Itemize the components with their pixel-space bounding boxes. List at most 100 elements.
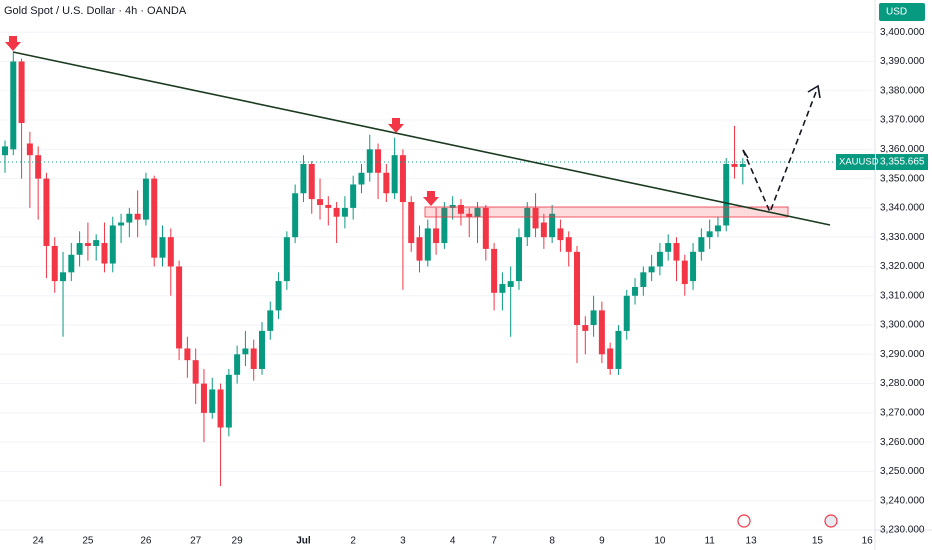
candle-body [557, 228, 564, 241]
candle-body [714, 225, 721, 232]
x-tick-label: 2 [350, 536, 356, 547]
candle-body [250, 348, 257, 369]
x-tick-label: 8 [549, 536, 555, 547]
candle-body [18, 61, 25, 123]
y-tick-label: 3,310.000 [880, 290, 925, 301]
candle-body [93, 240, 100, 246]
candle-body [176, 266, 183, 349]
candle-body [142, 178, 149, 220]
y-tick-label: 3,250.000 [880, 466, 925, 477]
candle-body [731, 163, 738, 167]
candle-body [76, 243, 83, 255]
candle-body [399, 155, 406, 203]
candle-body [375, 149, 382, 173]
candle-body [317, 199, 324, 205]
x-tick-label: 3 [400, 536, 406, 547]
candle-body [43, 178, 50, 246]
candle-body [449, 204, 456, 208]
candle-body [134, 213, 141, 220]
trendline [12, 51, 831, 226]
candle-body [391, 155, 398, 194]
y-tick-label: 3,270.000 [880, 408, 925, 419]
candle-body [341, 207, 348, 217]
x-tick-label: 24 [33, 536, 45, 547]
y-tick-label: 3,300.000 [880, 320, 925, 331]
candle-body [640, 272, 647, 287]
candle-body [242, 348, 249, 355]
candle-body [283, 237, 290, 282]
candle-body [441, 207, 448, 244]
x-tick-label: 29 [232, 536, 244, 547]
candle-body [350, 184, 357, 208]
y-tick-label: 3,340.000 [880, 203, 925, 214]
y-tick-label: 3,260.000 [880, 437, 925, 448]
x-tick-label: 10 [654, 536, 666, 547]
candle-body [507, 281, 514, 287]
price-tag-value: 3,355.665 [880, 157, 925, 168]
candle-body [690, 251, 697, 282]
candle-body [60, 272, 67, 282]
y-tick-label: 3,370.000 [880, 115, 925, 126]
symbol-tag-name: XAUUSD [839, 157, 879, 168]
candle-body [408, 202, 415, 244]
candle-body [51, 245, 58, 282]
y-tick-label: 3,350.000 [880, 173, 925, 184]
candle-body [681, 260, 688, 285]
x-tick-label: 11 [704, 536, 715, 547]
candle-body [358, 172, 365, 185]
candle-body [582, 325, 589, 331]
candle-body [192, 360, 199, 384]
candle-body [300, 163, 307, 194]
candle-body [499, 284, 506, 293]
price-tag [876, 154, 928, 171]
candle-body [549, 213, 556, 238]
candle-body [167, 237, 174, 267]
symbol-tag [836, 154, 875, 171]
event-icon[interactable] [824, 514, 838, 528]
y-tick-label: 3,230.000 [880, 525, 925, 536]
candle-body [84, 243, 91, 246]
candle-body [590, 310, 597, 326]
candle-body [632, 286, 639, 296]
candle-body [118, 222, 125, 226]
candle-body [292, 193, 299, 238]
marker-arrow [5, 36, 21, 51]
currency-badge[interactable] [879, 3, 925, 21]
candle-body [433, 228, 440, 244]
candle-body [623, 295, 630, 331]
y-tick-label: 3,280.000 [880, 378, 925, 389]
candle-body [648, 266, 655, 273]
projection-tick [742, 149, 749, 159]
candle-body [26, 143, 33, 156]
candle-body [532, 207, 539, 229]
candle-body [308, 163, 315, 200]
y-tick-label: 3,400.000 [880, 27, 925, 38]
candle-body [615, 330, 622, 369]
candle-body [665, 243, 672, 252]
candle-body [10, 61, 17, 150]
event-icon[interactable] [737, 514, 751, 528]
y-tick-label: 3,240.000 [880, 495, 925, 506]
candle-body [35, 155, 42, 179]
currency-label: USD [886, 7, 907, 18]
candle-body [565, 237, 572, 252]
y-tick-label: 3,290.000 [880, 349, 925, 360]
x-tick-label: 26 [140, 536, 152, 547]
candle-body [540, 222, 547, 238]
y-tick-label: 3,320.000 [880, 261, 925, 272]
candle-body [68, 254, 75, 273]
candle-body [457, 204, 464, 214]
candle-body [723, 163, 730, 226]
candle-body [574, 251, 581, 326]
x-tick-label: 27 [190, 536, 202, 547]
candle-body [267, 310, 274, 331]
candle-body [209, 389, 216, 413]
candle-body [366, 149, 373, 173]
candle-body [474, 207, 481, 217]
candle-body [673, 243, 680, 261]
candle-body [184, 348, 191, 361]
y-tick-label: 3,380.000 [880, 85, 925, 96]
candle-body [383, 172, 390, 194]
